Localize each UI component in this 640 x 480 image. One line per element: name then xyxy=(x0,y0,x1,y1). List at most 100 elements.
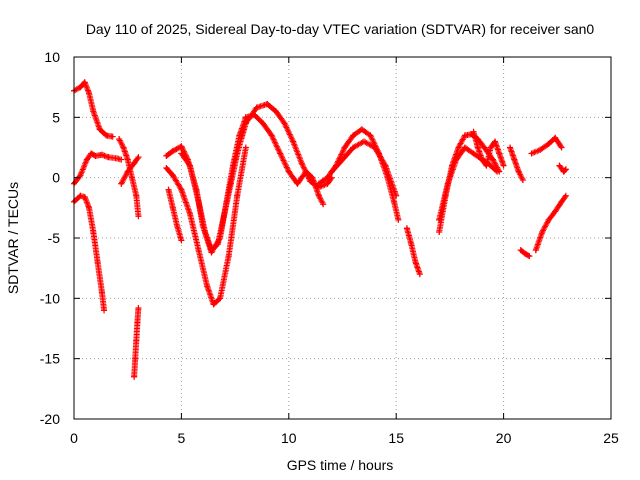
series-segment xyxy=(133,192,142,218)
y-tick-label: 0 xyxy=(52,170,60,186)
data-point xyxy=(109,133,116,140)
data-point xyxy=(391,198,398,205)
data-point xyxy=(552,208,559,215)
series-segment xyxy=(187,162,202,204)
data-point xyxy=(163,165,170,172)
data-point xyxy=(217,295,224,302)
data-point xyxy=(264,101,271,108)
y-tick-label: 5 xyxy=(52,109,60,125)
series-trace-h xyxy=(163,144,249,308)
data-point xyxy=(131,160,138,167)
data-point xyxy=(133,192,140,199)
data-point xyxy=(204,283,211,290)
data-point xyxy=(90,108,97,115)
grid-lines xyxy=(74,57,611,419)
data-point xyxy=(131,373,138,380)
data-point xyxy=(294,180,301,187)
data-point xyxy=(178,150,185,157)
data-point xyxy=(367,132,374,139)
data-point xyxy=(134,319,141,326)
data-point xyxy=(483,162,490,169)
data-point xyxy=(124,156,131,163)
data-point xyxy=(268,132,275,139)
series-trace-u xyxy=(528,134,565,157)
data-point xyxy=(101,307,108,314)
series-segment xyxy=(225,194,240,260)
data-point xyxy=(537,146,544,153)
data-point xyxy=(124,168,131,175)
data-point xyxy=(120,144,127,151)
data-point xyxy=(178,186,185,193)
series-segment xyxy=(217,254,232,302)
data-point xyxy=(507,144,514,151)
data-point xyxy=(242,114,249,121)
chart-title: Day 110 of 2025, Sidereal Day-to-day VTE… xyxy=(86,21,595,37)
data-point xyxy=(81,193,88,200)
series-trace-w xyxy=(556,162,569,175)
data-point xyxy=(558,198,565,205)
data-point xyxy=(186,210,193,217)
data-point xyxy=(281,120,288,127)
data-point xyxy=(315,180,322,187)
data-point xyxy=(242,144,249,151)
data-point xyxy=(165,186,172,193)
series-trace-v xyxy=(532,192,569,254)
series-trace-e xyxy=(118,154,142,187)
data-point xyxy=(251,111,258,118)
data-point xyxy=(277,150,284,157)
data-point xyxy=(360,138,367,145)
data-point xyxy=(105,154,112,161)
data-point xyxy=(260,120,267,127)
data-point xyxy=(436,228,443,235)
y-axis-label: SDTVAR / TECUs xyxy=(5,182,21,294)
data-point xyxy=(470,128,477,135)
data-point xyxy=(526,253,533,260)
data-point xyxy=(135,304,142,311)
data-point xyxy=(545,216,552,223)
data-point xyxy=(96,126,103,133)
x-tick-label: 10 xyxy=(281,430,297,446)
data-point xyxy=(290,138,297,145)
data-point xyxy=(285,168,292,175)
data-point xyxy=(496,150,503,157)
data-point xyxy=(83,156,90,163)
data-point xyxy=(558,144,565,151)
data-point xyxy=(494,168,501,175)
data-point xyxy=(444,180,451,187)
data-point xyxy=(98,289,105,296)
data-point xyxy=(132,355,139,362)
data-point xyxy=(169,148,176,155)
data-point xyxy=(532,247,539,254)
data-point xyxy=(195,198,202,205)
data-point xyxy=(227,180,234,187)
data-point xyxy=(272,108,279,115)
data-point xyxy=(163,152,170,159)
series-trace-l xyxy=(242,111,327,208)
x-tick-label: 20 xyxy=(496,430,512,446)
data-point xyxy=(545,140,552,147)
series-trace-q xyxy=(436,144,501,223)
y-tick-label: -5 xyxy=(48,230,61,246)
x-tick-label: 15 xyxy=(388,430,404,446)
data-point xyxy=(522,250,529,257)
data-point xyxy=(324,174,331,181)
data-point xyxy=(519,177,526,184)
series-segment xyxy=(436,182,451,223)
data-point xyxy=(470,150,477,157)
series-trace-t xyxy=(517,247,533,260)
series-trace-d xyxy=(116,136,142,220)
data-point xyxy=(358,126,365,133)
data-point xyxy=(562,166,569,173)
data-point xyxy=(479,156,486,163)
series-trace-n xyxy=(328,138,400,199)
data-point xyxy=(169,204,176,211)
data-point xyxy=(234,192,241,199)
data-point xyxy=(169,172,176,179)
data-point xyxy=(350,144,357,151)
data-point xyxy=(474,144,481,151)
data-point xyxy=(395,216,402,223)
data-point xyxy=(113,155,120,162)
data-point xyxy=(118,180,125,187)
series-trace-a xyxy=(71,79,116,140)
